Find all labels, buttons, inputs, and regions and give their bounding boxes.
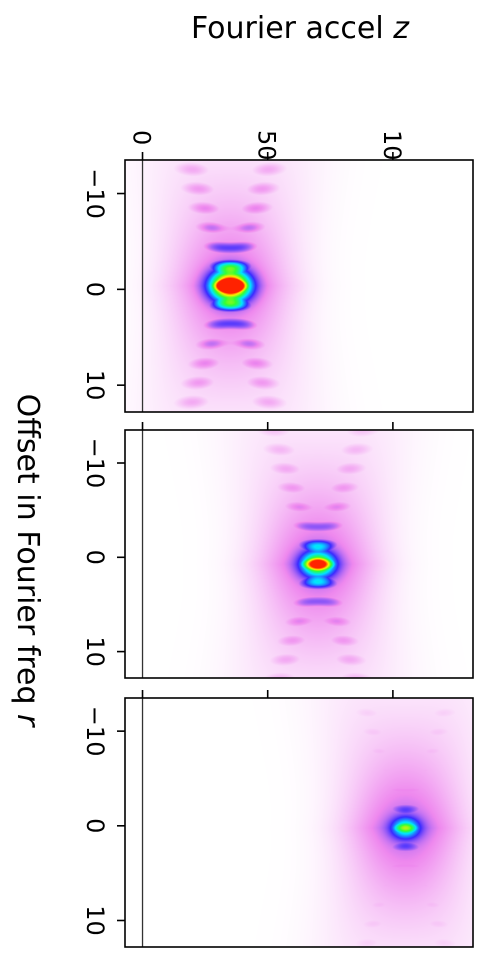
r-tick-label: −10: [81, 168, 109, 219]
panel-frame: [124, 697, 474, 948]
x-axis-title: Fourier accel z: [191, 11, 410, 46]
r-tick-label: −10: [81, 706, 109, 757]
heatmap-panel: −10 0 10: [81, 152, 474, 413]
z-tick-label: 50: [253, 130, 281, 161]
heatmap-image: [125, 698, 473, 947]
panels: −10 0 10 −10 0 10 −10 0 10: [81, 152, 474, 948]
heatmap-panel: −10 0 10: [81, 690, 474, 948]
r-tick-label: 0: [81, 282, 109, 297]
y-axis-title: Offset in Fourier freq r: [10, 394, 45, 728]
panel-frame: [124, 429, 474, 679]
r-tick-label: 10: [81, 370, 109, 401]
panel-frame: [124, 159, 474, 413]
r-tick-label: 0: [81, 550, 109, 565]
heatmap-image: [125, 430, 473, 678]
heatmap-panel: −10 0 10: [81, 422, 474, 679]
r-tick-label: 10: [81, 636, 109, 667]
r-tick-label: −10: [81, 438, 109, 489]
z-tick-label: 0: [128, 130, 156, 145]
r-tick-label: 0: [81, 818, 109, 833]
heatmap-image: [125, 160, 473, 412]
r-tick-label: 10: [81, 905, 109, 936]
